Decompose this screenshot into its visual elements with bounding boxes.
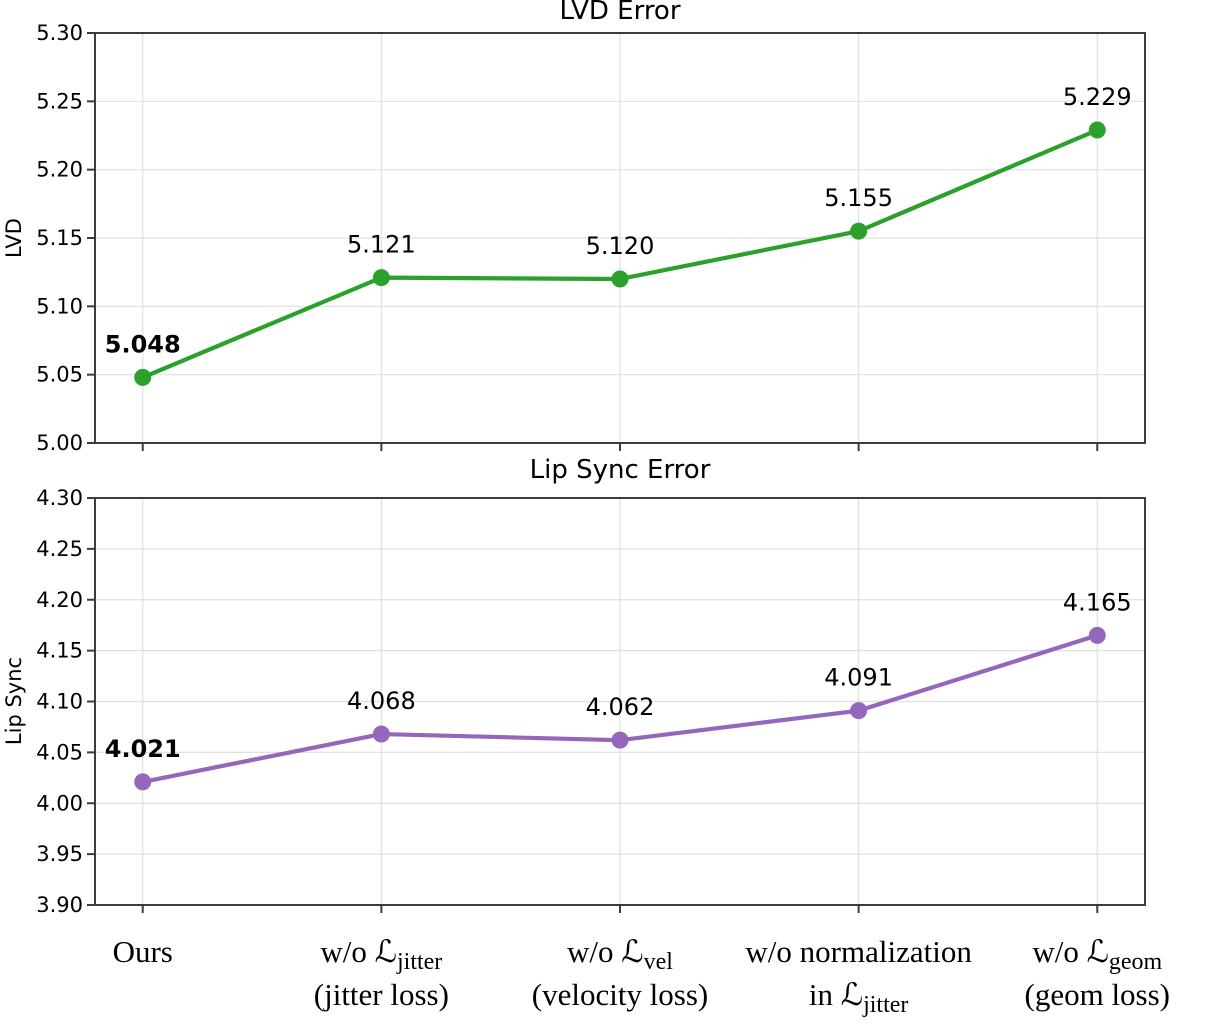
data-point-label: 4.062	[586, 693, 655, 721]
y-tick-label: 4.05	[36, 740, 83, 764]
y-tick-label: 4.25	[36, 537, 83, 561]
y-tick-label: 5.05	[36, 363, 83, 387]
y-tick-label: 4.30	[36, 486, 83, 510]
y-tick-label: 3.90	[36, 893, 83, 917]
data-point	[372, 269, 390, 287]
x-category-label: w/o normalization	[745, 934, 972, 969]
y-tick-label: 5.20	[36, 158, 83, 182]
x-category-text: w/o ℒ	[1032, 934, 1109, 969]
x-category-subscript: jitter	[396, 949, 442, 975]
lvd-y-axis-label: LVD	[2, 218, 26, 258]
data-point	[372, 725, 390, 743]
y-tick-label: 4.15	[36, 639, 83, 663]
data-point	[1088, 626, 1106, 644]
data-point	[611, 731, 629, 749]
x-category-label: (velocity loss)	[532, 977, 709, 1012]
y-tick-label: 5.00	[36, 431, 83, 455]
y-tick-label: 5.25	[36, 89, 83, 113]
x-category-subscript: jitter	[862, 992, 908, 1018]
x-category-text: Ours	[113, 934, 173, 969]
y-tick-label: 4.10	[36, 690, 83, 714]
y-tick-label: 5.30	[36, 21, 83, 45]
data-point	[850, 702, 868, 720]
x-category-text: w/o ℒ	[567, 934, 644, 969]
x-category-label: w/o ℒjitter	[320, 934, 442, 975]
x-category-label: (geom loss)	[1025, 977, 1171, 1012]
x-category-subscript: geom	[1109, 949, 1163, 975]
lip-sync-y-axis-label: Lip Sync	[2, 656, 26, 746]
y-tick-label: 4.00	[36, 791, 83, 815]
data-point	[134, 773, 152, 791]
x-category-label: w/o ℒgeom	[1032, 934, 1162, 975]
data-point-label: 4.068	[347, 687, 416, 715]
y-tick-label: 5.15	[36, 226, 83, 250]
data-point-label: 4.021	[105, 735, 181, 763]
y-tick-label: 4.20	[36, 588, 83, 612]
x-category-text: (jitter loss)	[314, 977, 449, 1012]
x-category-label: in ℒjitter	[809, 977, 909, 1018]
lvd-chart-title: LVD Error	[559, 0, 681, 26]
x-category-text: in ℒ	[809, 977, 863, 1012]
x-category-text: (velocity loss)	[532, 977, 709, 1012]
data-point	[134, 368, 152, 386]
x-category-subscript: vel	[644, 949, 674, 975]
x-category-label: Ours	[113, 934, 173, 969]
x-category-text: w/o normalization	[745, 934, 972, 969]
data-point-label: 5.155	[824, 184, 893, 212]
lip-sync-chart-title: Lip Sync Error	[529, 455, 711, 485]
x-category-label: w/o ℒvel	[567, 934, 673, 975]
y-tick-label: 3.95	[36, 842, 83, 866]
data-point	[611, 270, 629, 288]
x-category-text: (geom loss)	[1025, 977, 1171, 1012]
data-point-label: 4.165	[1063, 588, 1132, 616]
x-category-label: (jitter loss)	[314, 977, 449, 1012]
data-point-label: 4.091	[824, 664, 893, 692]
data-point	[850, 222, 868, 240]
data-point-label: 5.229	[1063, 83, 1132, 111]
data-point-label: 5.121	[347, 231, 416, 259]
data-point	[1088, 121, 1106, 139]
y-tick-label: 5.10	[36, 294, 83, 318]
data-point-label: 5.048	[105, 330, 181, 358]
data-point-label: 5.120	[586, 232, 655, 260]
x-category-text: w/o ℒ	[320, 934, 397, 969]
